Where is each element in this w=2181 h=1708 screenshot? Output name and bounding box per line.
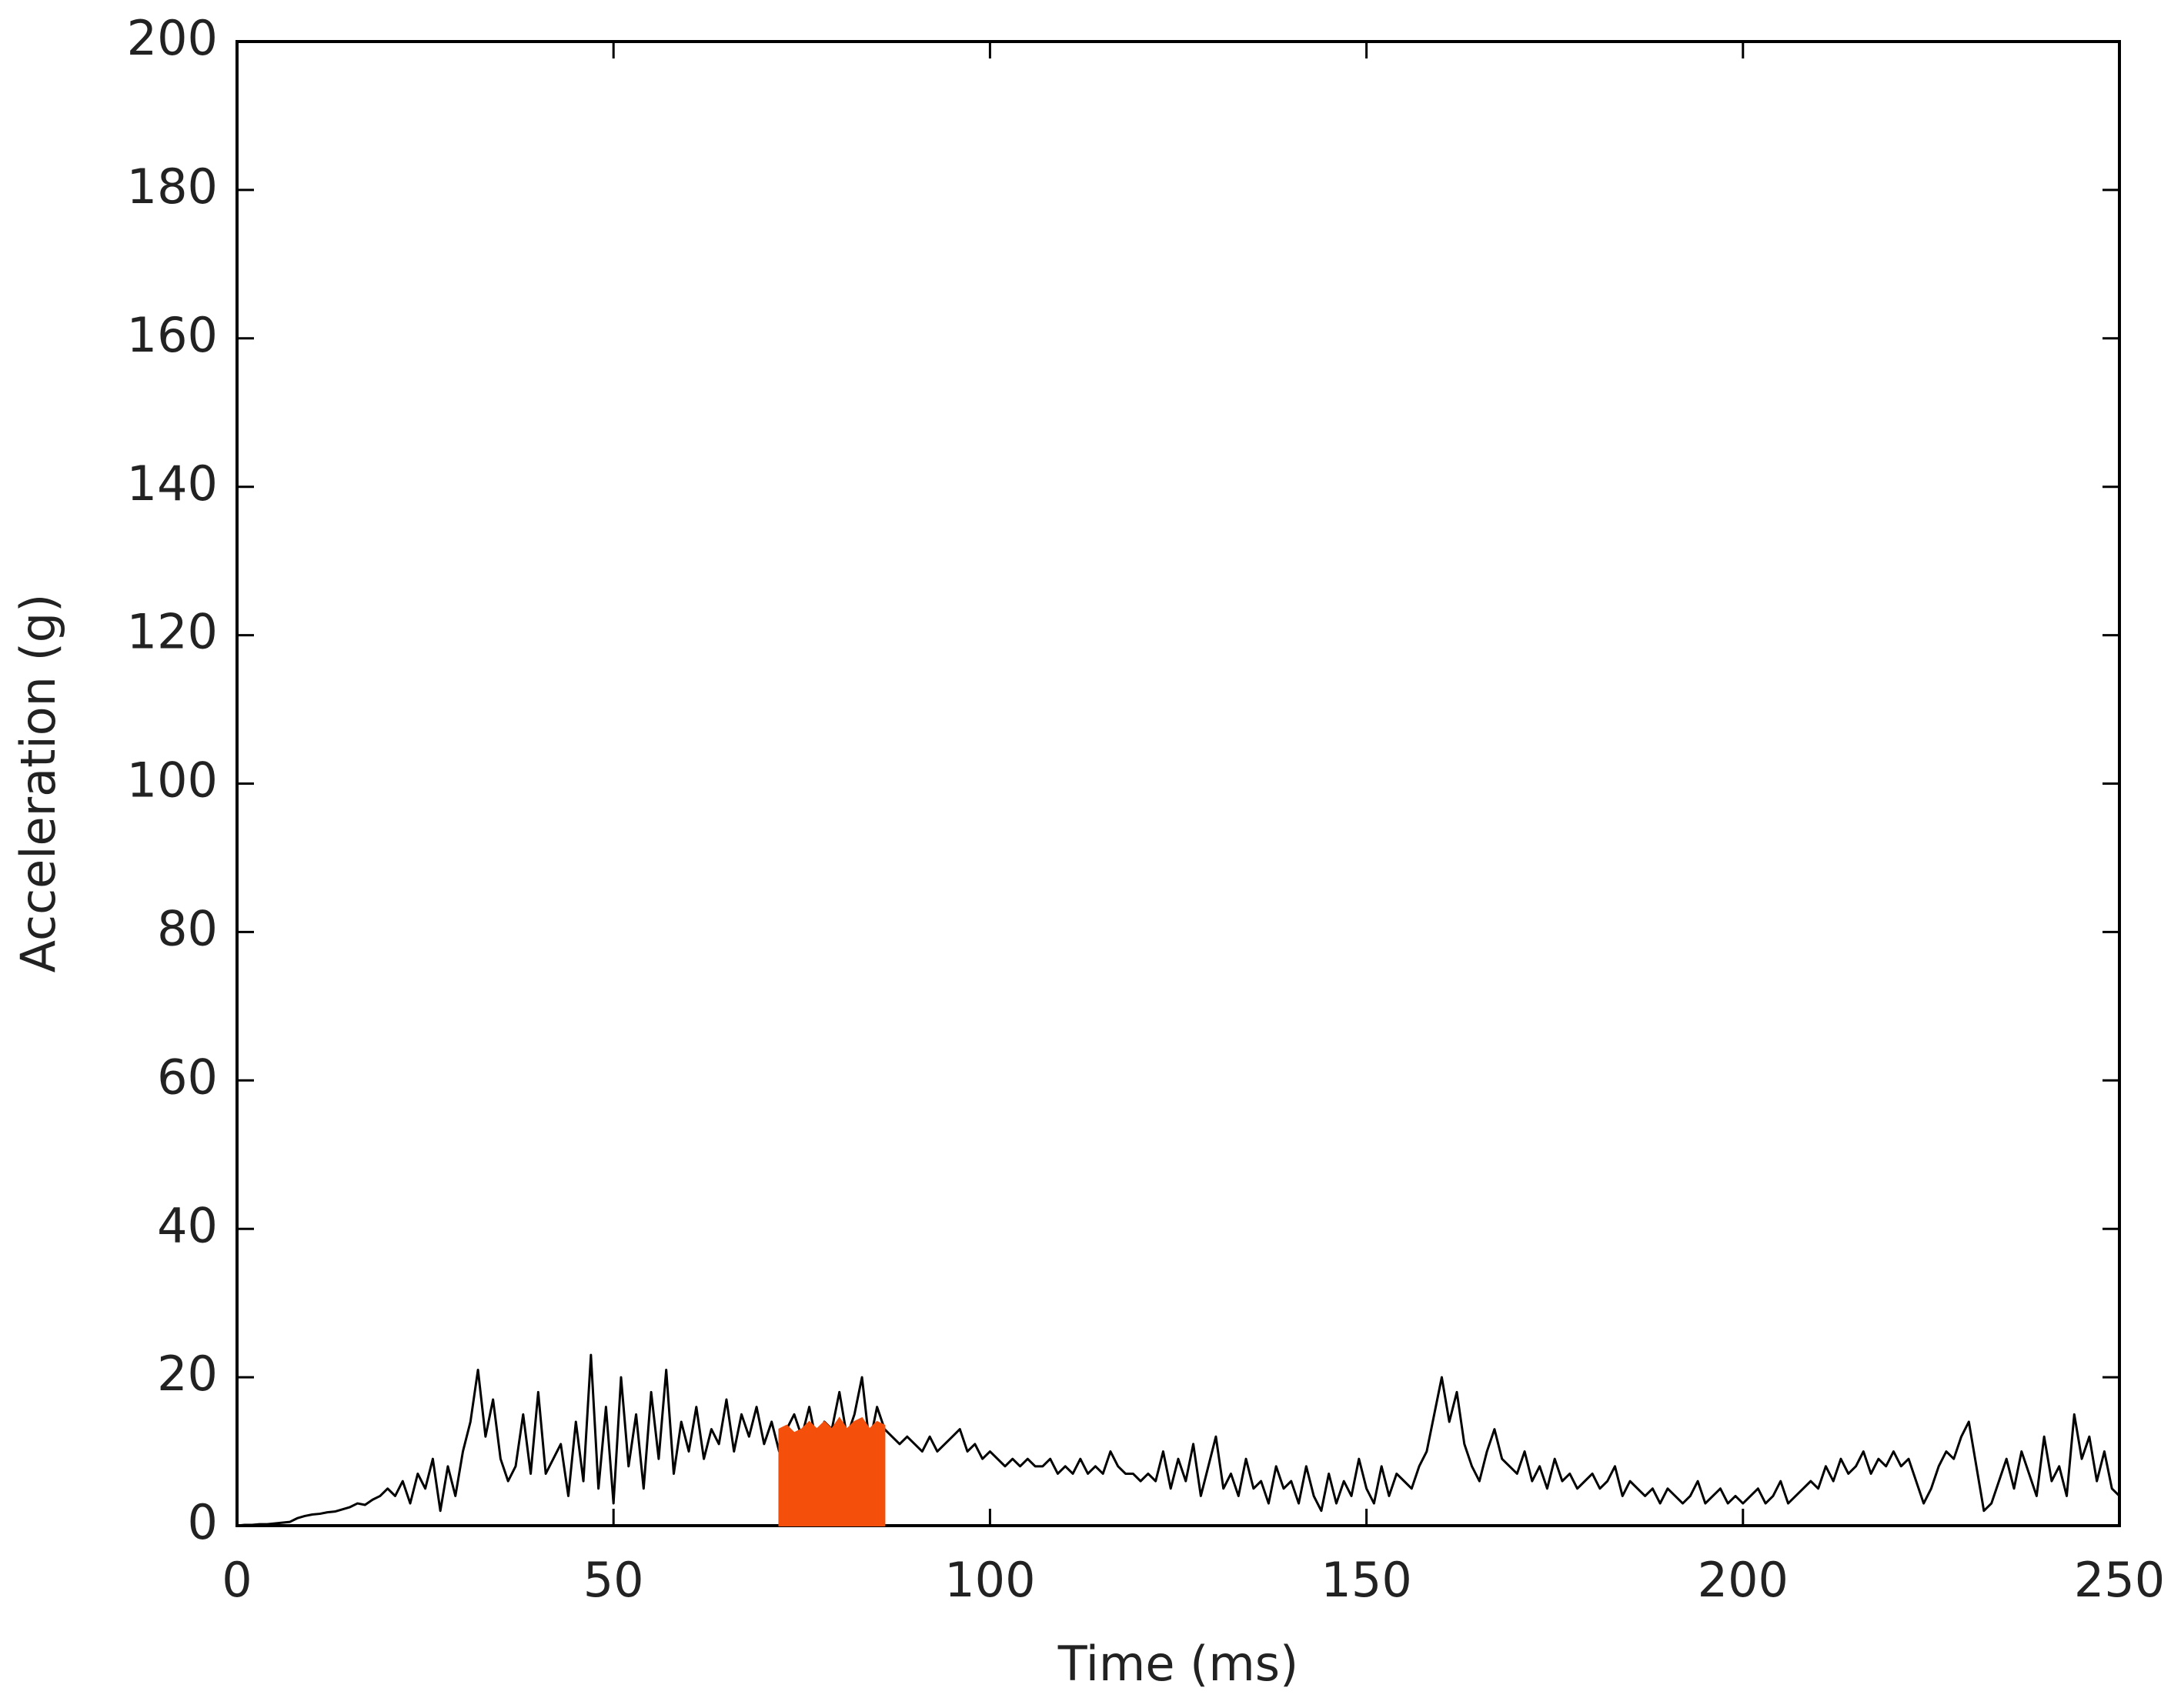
- y-tick-label: 120: [127, 604, 218, 660]
- y-tick-label: 60: [157, 1049, 218, 1105]
- area: [778, 1416, 886, 1526]
- x-tick-label: 200: [1698, 1552, 1789, 1608]
- plot-frame: [235, 40, 2121, 1527]
- y-axis-label: Acceleration (g): [10, 594, 66, 973]
- x-axis-label: Time (ms): [1057, 1636, 1299, 1692]
- x-tick-label: 0: [222, 1552, 252, 1608]
- line: [236, 1353, 2121, 1527]
- y-tick-label: 40: [157, 1197, 218, 1253]
- y-tick-label: 200: [127, 10, 218, 66]
- x-tick-label: 50: [583, 1552, 644, 1608]
- y-tick-label: 80: [157, 900, 218, 956]
- y-tick-label: 180: [127, 158, 218, 215]
- y-tick-label: 140: [127, 455, 218, 512]
- x-tick-label: 150: [1321, 1552, 1411, 1608]
- y-tick-label: 160: [127, 307, 218, 363]
- x-tick-label: 100: [944, 1552, 1035, 1608]
- y-tick-label: 20: [157, 1346, 218, 1402]
- y-tick-label: 0: [188, 1494, 218, 1550]
- y-tick-label: 100: [127, 752, 218, 809]
- x-tick-label: 250: [2074, 1552, 2165, 1608]
